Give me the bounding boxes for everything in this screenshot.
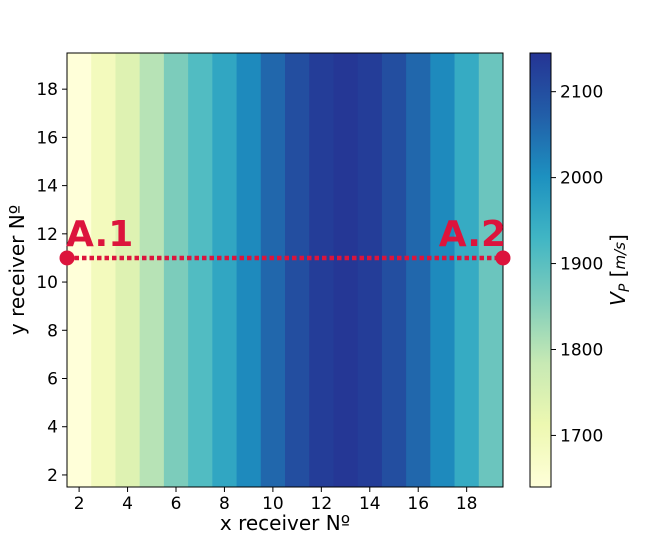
annotation-label: A.2 <box>439 214 506 255</box>
heatmap-cell <box>115 53 141 487</box>
x-tick-label: 6 <box>171 494 182 514</box>
x-tick-label: 14 <box>359 494 381 514</box>
x-tick-label: 12 <box>311 494 333 514</box>
plot-frame <box>66 52 504 488</box>
heatmap-cell <box>406 53 431 487</box>
y-tick-label: 8 <box>47 321 58 341</box>
profile-line <box>59 250 511 266</box>
colorbar <box>529 52 552 488</box>
colorbar-tick-label: 2100 <box>560 83 603 103</box>
x-tick-label: 8 <box>219 494 230 514</box>
heatmap-cell <box>309 53 334 487</box>
profile-end-marker <box>495 250 511 266</box>
colorbar-tick-label: 1900 <box>560 255 603 275</box>
y-tick-label: 6 <box>47 370 58 390</box>
y-tick-label: 10 <box>36 273 58 293</box>
x-axis-ticks: 2 4 6 8 10 12 14 16 18 <box>74 487 478 514</box>
heatmap-cell <box>454 53 480 487</box>
x-tick-label: 4 <box>122 494 133 514</box>
y-axis-label: y receiver Nº <box>5 205 29 335</box>
y-tick-label: 16 <box>36 128 58 148</box>
heatmap-cell <box>139 53 165 487</box>
heatmap-cell <box>236 53 262 487</box>
heatmap-cell <box>67 53 92 487</box>
heatmap-cell <box>381 53 407 487</box>
y-tick-label: 18 <box>36 80 58 100</box>
colorbar-label: VP [m/s] <box>606 234 633 306</box>
heatmap-cell <box>357 53 383 487</box>
heatmap-cell <box>430 53 455 487</box>
profile-start-marker <box>59 250 75 266</box>
heatmap-cell <box>333 53 359 487</box>
colorbar-ticks: 1700 1800 1900 2000 2100 <box>551 83 603 446</box>
x-tick-label: 16 <box>407 494 429 514</box>
x-tick-label: 10 <box>262 494 284 514</box>
annotations: A.1 A.2 <box>66 214 506 255</box>
heatmap-cell <box>163 53 189 487</box>
heatmap-cells <box>67 53 504 487</box>
x-tick-label: 18 <box>456 494 478 514</box>
heatmap-cell <box>285 53 310 487</box>
colorbar-tick-label: 1800 <box>560 340 603 360</box>
annotation-label: A.1 <box>66 214 133 255</box>
x-tick-label: 2 <box>74 494 85 514</box>
colorbar-tick-label: 2000 <box>560 169 603 189</box>
y-tick-label: 4 <box>47 418 58 438</box>
heatmap-cell <box>212 53 237 487</box>
y-tick-label: 12 <box>36 225 58 245</box>
heatmap-cell <box>260 53 286 487</box>
colorbar-tick-label: 1700 <box>560 426 603 446</box>
y-tick-label: 14 <box>36 177 58 197</box>
y-tick-label: 2 <box>47 466 58 486</box>
heatmap-cell <box>91 53 116 487</box>
heatmap-cell <box>478 53 504 487</box>
x-axis-label: x receiver Nº <box>220 511 350 535</box>
heatmap-cell <box>188 53 213 487</box>
y-axis-ticks: 2 4 6 8 10 12 14 16 18 <box>36 80 67 486</box>
